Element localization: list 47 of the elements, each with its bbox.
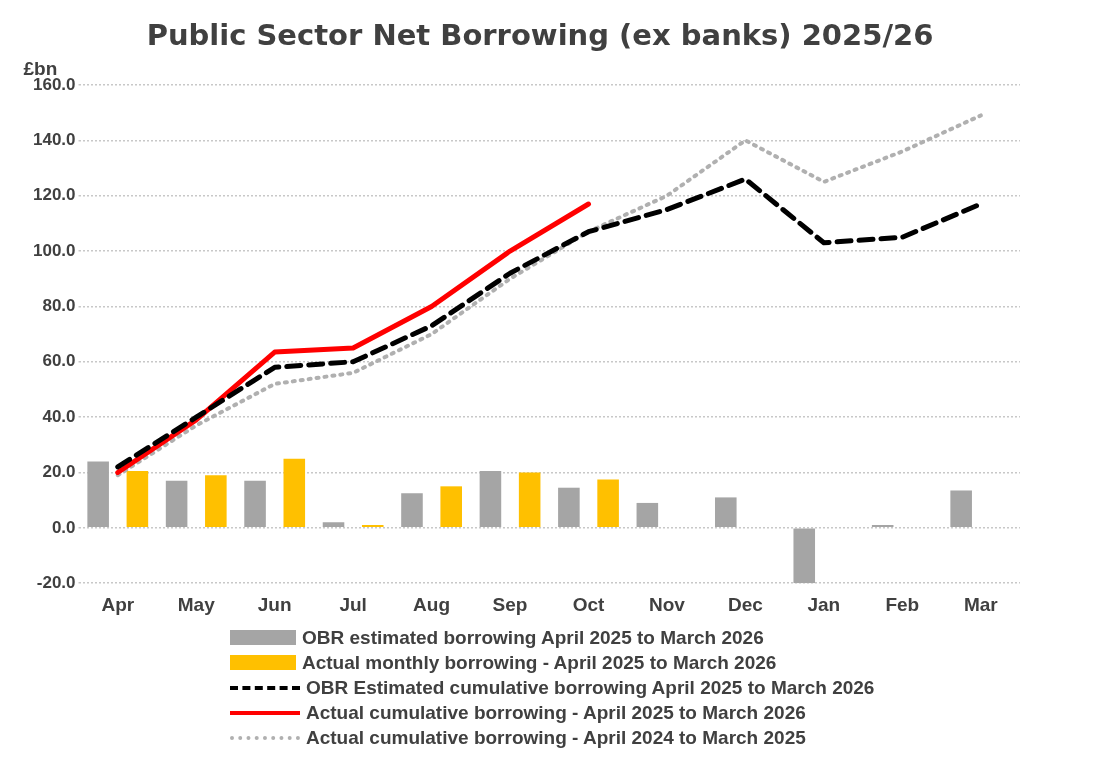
line-series bbox=[115, 113, 983, 478]
bar bbox=[871, 525, 894, 528]
bar bbox=[244, 480, 266, 528]
bar bbox=[126, 471, 149, 528]
x-tick-label: Dec bbox=[727, 593, 764, 615]
bar bbox=[597, 479, 619, 528]
legend-label: Actual cumulative borrowing - April 2024 to March 2025 bbox=[306, 726, 806, 749]
bar bbox=[950, 490, 972, 528]
bar bbox=[479, 471, 502, 528]
y-tick-label: 120.0 bbox=[32, 185, 76, 205]
bar bbox=[283, 458, 306, 528]
y-tick-label: 60.0 bbox=[42, 351, 76, 371]
legend-label: OBR Estimated cumulative borrowing April 2025 to March 2026 bbox=[306, 676, 875, 699]
legend-label: Actual monthly borrowing - April 2025 to March 2026 bbox=[302, 651, 777, 674]
bar bbox=[518, 472, 541, 528]
x-tick-label: Oct bbox=[572, 593, 605, 615]
x-tick-label: Jan bbox=[807, 593, 841, 615]
x-tick-label: Mar bbox=[963, 593, 999, 615]
x-tick-label: Jun bbox=[257, 593, 292, 615]
bar bbox=[87, 461, 109, 528]
bar bbox=[322, 522, 345, 528]
y-tick-label: -20.0 bbox=[36, 572, 76, 592]
x-tick-label: Aug bbox=[413, 593, 451, 615]
x-tick-label: Apr bbox=[101, 593, 135, 615]
y-tick-label: 0.0 bbox=[51, 517, 76, 537]
x-tick-label: Nov bbox=[649, 593, 686, 615]
legend-label: OBR estimated borrowing April 2025 to March 2026 bbox=[302, 626, 764, 649]
y-tick-label: 140.0 bbox=[32, 130, 76, 150]
x-tick-label: May bbox=[177, 593, 216, 615]
x-tick-label: Sep bbox=[492, 593, 528, 615]
y-tick-label: 80.0 bbox=[42, 296, 76, 316]
y-tick-label: 40.0 bbox=[42, 406, 76, 426]
x-tick-label: Feb bbox=[885, 593, 920, 615]
bar bbox=[361, 525, 384, 528]
bar bbox=[440, 486, 462, 528]
y-tick-label: 100.0 bbox=[32, 240, 76, 260]
bar bbox=[401, 493, 423, 528]
bar bbox=[165, 480, 188, 528]
bar bbox=[793, 528, 816, 584]
x-tick-label: Jul bbox=[339, 593, 367, 615]
chart-title: Public Sector Net Borrowing (ex banks) 2025/26 bbox=[145, 18, 935, 52]
legend-label: Actual cumulative borrowing - April 2025 to March 2026 bbox=[306, 701, 806, 724]
bar bbox=[715, 497, 737, 528]
bar bbox=[636, 502, 659, 528]
y-tick-label: 20.0 bbox=[42, 462, 76, 482]
bar bbox=[558, 487, 580, 528]
bar bbox=[205, 475, 227, 528]
